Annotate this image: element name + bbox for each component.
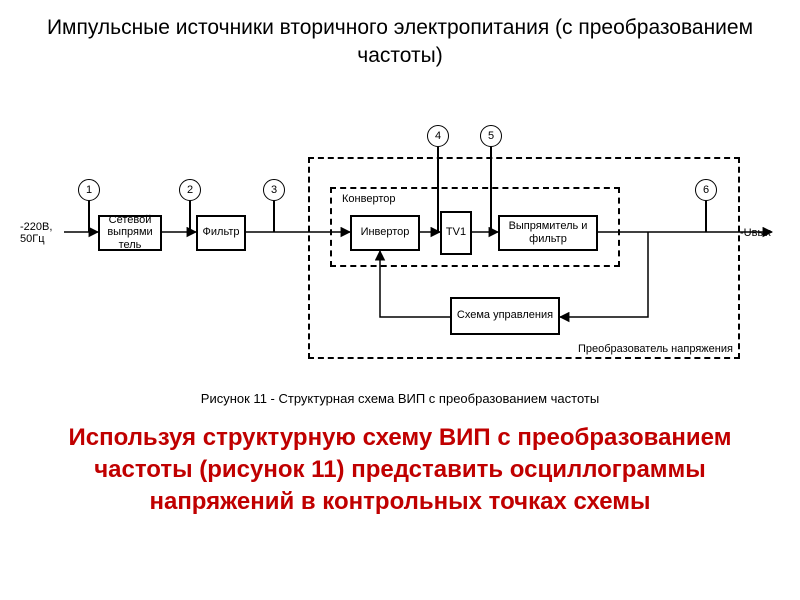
point-badge-1: 1 — [78, 179, 100, 201]
block-control: Схема управления — [450, 297, 560, 335]
point-badge-3: 3 — [263, 179, 285, 201]
transformer-container-label: Преобразователь напряжения — [578, 343, 733, 355]
point-line-5 — [490, 147, 492, 232]
figure-caption: Рисунок 11 - Структурная схема ВИП с пре… — [0, 391, 800, 406]
point-line-2 — [189, 201, 191, 232]
point-line-4 — [437, 147, 439, 232]
task-text: Используя структурную схему ВИП с преобр… — [0, 406, 800, 519]
page-title: Импульсные источники вторичного электроп… — [0, 0, 800, 77]
block-tv1: TV1 — [440, 211, 472, 255]
point-line-6 — [705, 201, 707, 232]
point-badge-6: 6 — [695, 179, 717, 201]
input-label: -220В, 50Гц — [20, 221, 66, 245]
point-line-3 — [273, 201, 275, 232]
point-badge-5: 5 — [480, 125, 502, 147]
block-filter: Фильтр — [196, 215, 246, 251]
point-badge-2: 2 — [179, 179, 201, 201]
converter-label: Конвертор — [342, 193, 395, 205]
block-diagram: Конвертор Преобразователь напряжения -22… — [20, 77, 780, 387]
block-rect_filter: Выпрямитель и фильтр — [498, 215, 598, 251]
block-inverter: Инвертор — [350, 215, 420, 251]
block-rectifier_mains: Сетевой выпрями тель — [98, 215, 162, 251]
output-label: -Uвых — [740, 227, 771, 239]
point-line-1 — [88, 201, 90, 232]
point-badge-4: 4 — [427, 125, 449, 147]
